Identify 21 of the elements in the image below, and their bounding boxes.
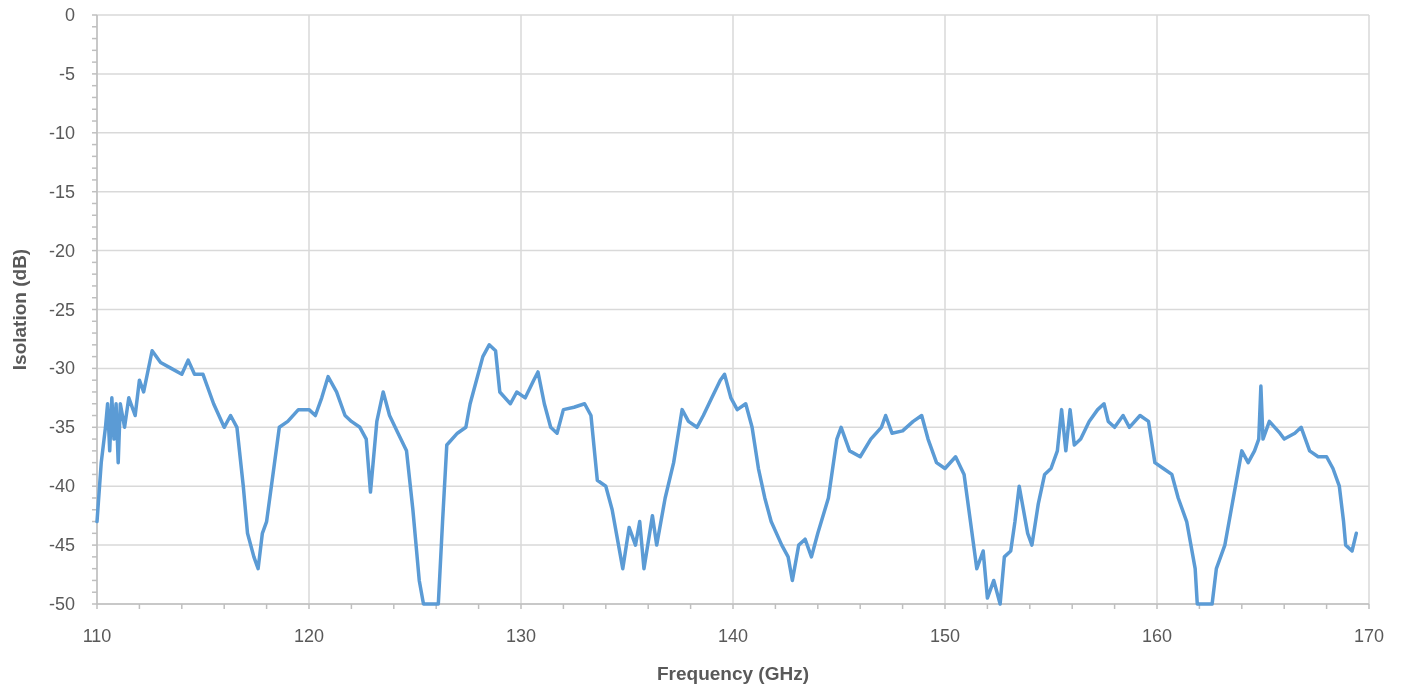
y-tick-label: 0	[64, 5, 75, 25]
y-tick-label: -15	[48, 181, 75, 202]
x-tick-label: 110	[82, 626, 112, 646]
y-tick-label: -5	[58, 63, 75, 84]
y-tick-label: -25	[48, 299, 75, 320]
y-tick-label: -20	[48, 240, 75, 261]
y-tick-label: -35	[48, 417, 75, 438]
y-tick-label: -45	[48, 535, 75, 556]
y-tick-label: -10	[48, 122, 75, 143]
x-tick-label: 170	[1353, 626, 1385, 646]
y-axis-title: Isolation (dB)	[9, 248, 30, 371]
x-axis-title: Frequency (GHz)	[656, 663, 810, 684]
x-tick-label: 120	[293, 626, 325, 646]
y-tick-label: -40	[48, 476, 75, 497]
x-tick-label: 130	[505, 626, 537, 646]
line-series	[95, 343, 1359, 606]
x-tick-label: 150	[929, 626, 961, 646]
x-tick-label: 160	[1141, 626, 1173, 646]
y-tick-label: -50	[48, 594, 75, 614]
y-tick-label: -30	[48, 358, 75, 379]
x-tick-label: 140	[717, 626, 749, 646]
